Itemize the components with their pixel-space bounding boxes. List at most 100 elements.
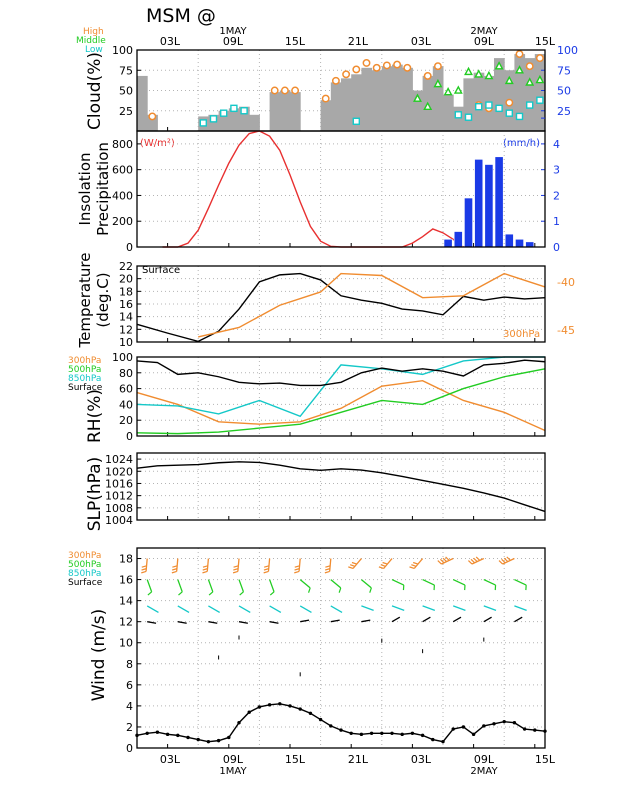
wind-barb-shaft <box>145 558 148 572</box>
right-tick-label: 25 <box>557 105 571 118</box>
middle-cloud-marker <box>494 61 504 70</box>
wind-barb-feather <box>324 568 331 571</box>
high-cloud-marker <box>515 50 524 58</box>
wind-barb-feather <box>171 570 177 574</box>
wind-barb-feather <box>473 557 478 563</box>
insolation-panel <box>136 117 546 248</box>
bottom-tick: 21L <box>348 753 369 766</box>
right-tick-label: 100 <box>557 44 578 57</box>
wind-barb-shaft <box>452 605 466 611</box>
wind-barb-shaft <box>502 557 515 565</box>
wind-barb-shaft <box>452 616 462 623</box>
surface-wind-point <box>237 721 241 725</box>
bottom-tick: 15L <box>285 753 306 766</box>
y-tick-label: 60 <box>119 383 133 396</box>
wind-barb-shaft <box>514 578 527 586</box>
surface-wind-point <box>247 710 251 714</box>
y-tick-label: 20 <box>119 414 133 427</box>
low-cloud-marker <box>352 117 360 125</box>
middle-cloud-marker <box>515 65 524 74</box>
temperature-panel <box>136 265 546 343</box>
bottom-tick: 09L <box>223 753 244 766</box>
y-tick-label: 10 <box>119 336 133 349</box>
rh-frame <box>136 356 546 437</box>
surface-wind-point <box>329 724 333 728</box>
wind-barb-feather <box>263 570 269 574</box>
wind-barb-shaft <box>514 616 523 623</box>
right-tick-label: 4 <box>553 138 560 151</box>
temperature-300hpa-label: 300hPa <box>503 329 540 340</box>
surface-wind-point <box>380 731 384 735</box>
right-tick-label: -45 <box>557 324 575 337</box>
wind-ylabel: Wind (m/s) <box>89 609 109 702</box>
wind-barb-feather <box>208 591 214 596</box>
cloud-bar <box>443 94 454 131</box>
y-tick-label: 25 <box>119 105 133 118</box>
right-tick-label: 50 <box>557 85 571 98</box>
precip-bar <box>453 231 463 248</box>
wind-barb-feather <box>269 591 275 596</box>
wind-barb-feather <box>369 587 372 593</box>
high-cloud-marker <box>433 62 442 71</box>
high-cloud-marker <box>291 86 300 95</box>
surface-wind-point <box>369 731 374 735</box>
y-tick-label: 50 <box>119 85 133 98</box>
wind-barb-shaft <box>422 605 436 611</box>
surface-wind-point <box>278 702 282 706</box>
y-tick-label: 1024 <box>105 453 133 466</box>
temperature-surface-label: Surface <box>142 265 180 276</box>
rh-panel <box>136 356 546 437</box>
wind-barb-feather <box>467 560 473 565</box>
wind-barb-feather <box>506 556 511 561</box>
wind-barb-shaft <box>330 579 342 589</box>
high-cloud-marker <box>525 62 534 71</box>
wind-barb-shaft <box>208 621 218 624</box>
surface-wind-point <box>471 732 476 737</box>
y-tick-label: 1016 <box>105 477 133 490</box>
insolation-frame <box>136 130 546 248</box>
wind-barb-feather <box>233 568 239 571</box>
surface-wind-point <box>308 711 313 715</box>
wind-barb-shaft <box>147 621 157 624</box>
high-cloud-marker <box>423 71 432 80</box>
chart-title: MSM @ <box>146 5 216 27</box>
high-cloud-marker <box>352 65 361 74</box>
wind-barb-feather <box>382 561 388 565</box>
wind-barb-feather <box>501 558 506 564</box>
surface-wind-point <box>461 725 466 729</box>
cloud-bar <box>351 74 362 131</box>
slp-panel <box>136 452 546 521</box>
wind-barb-feather <box>202 565 208 568</box>
rh-line <box>136 379 546 432</box>
wind-barb-shaft <box>146 605 159 613</box>
wind-barb-shaft <box>441 557 454 565</box>
top-time-axis: 1MAY 2MAY 03L 09L 15L 21L 03L 09L 15L <box>160 26 556 48</box>
low-cloud-marker <box>475 102 483 111</box>
y-tick-label: 0 <box>126 742 133 755</box>
wind-barb-feather <box>178 591 183 596</box>
wind-barb-shaft <box>391 616 401 623</box>
y-tick-label: 75 <box>119 64 133 77</box>
y-tick-label: 12 <box>119 323 133 336</box>
wind-barb-feather <box>294 570 300 574</box>
top-tick: 21L <box>348 35 369 48</box>
high-cloud-marker <box>342 70 351 79</box>
bottom-date-2may: 2MAY <box>470 766 498 777</box>
slp-ylabel: SLP(hPa) <box>85 457 105 531</box>
middle-cloud-marker <box>474 69 484 78</box>
insolation-line <box>162 130 464 248</box>
rh-line <box>136 356 545 418</box>
wind-barb-shaft <box>330 619 340 623</box>
wind-barb-feather <box>412 561 419 565</box>
legend-300hpa: 300hPa <box>68 551 101 561</box>
precip-bar <box>504 233 514 248</box>
wind-barb-shaft <box>330 605 343 613</box>
surface-wind-point <box>420 733 425 738</box>
wind-barb-shaft <box>422 616 431 623</box>
legend-850hpa: 850hPa <box>68 569 101 579</box>
right-tick-label: 0 <box>553 241 560 254</box>
wind-barb-shaft <box>146 579 153 593</box>
right-tick-label: 75 <box>557 64 571 77</box>
cloud-bar <box>494 58 505 131</box>
y-tick-label: 18 <box>119 553 133 566</box>
